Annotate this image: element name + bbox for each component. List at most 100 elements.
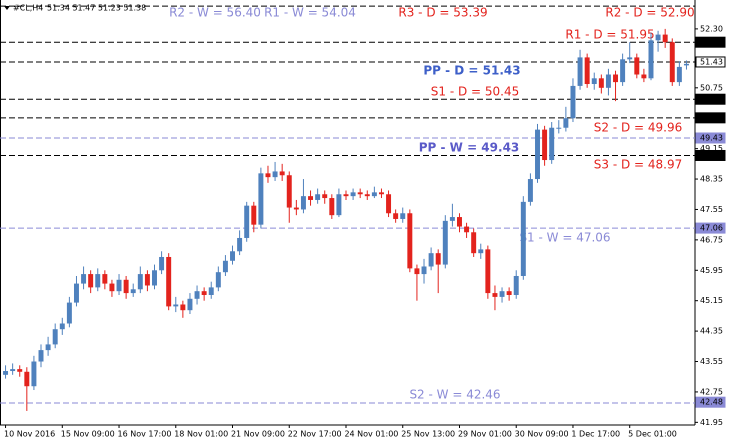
x-tick-label: 18 Nov 01:00 — [174, 430, 228, 439]
candle-body — [655, 34, 661, 41]
candle-body — [357, 192, 363, 195]
price-box-label: 49.96 — [700, 113, 723, 122]
candle-body — [648, 40, 654, 79]
candle-body — [485, 249, 491, 294]
candle-body — [407, 213, 413, 269]
x-tick-label: 24 Nov 01:00 — [344, 430, 398, 439]
candle-body — [52, 329, 58, 345]
candle-body — [272, 171, 278, 178]
candle-body — [315, 194, 321, 200]
candle-body — [201, 291, 207, 295]
symbol-icon — [4, 6, 10, 10]
x-tick-label: 29 Nov 01:00 — [458, 430, 512, 439]
candle-body — [187, 298, 193, 311]
candle-body — [535, 129, 540, 180]
candle-body — [393, 213, 399, 219]
candle-body — [584, 57, 590, 85]
symbol: #CL,H4 — [13, 4, 43, 13]
candle-body — [669, 42, 675, 83]
price-box-label: 51.95 — [700, 38, 723, 47]
candle-body — [371, 192, 377, 197]
candle-body — [265, 173, 271, 178]
candle-body — [180, 304, 186, 311]
price-box — [695, 36, 726, 48]
candle-body — [591, 78, 597, 85]
price-box — [695, 149, 726, 161]
price-box-label: 51.43 — [700, 57, 723, 66]
candle-body — [31, 361, 37, 387]
candle-body — [166, 256, 172, 307]
candle-body — [208, 287, 214, 295]
candle-body — [24, 371, 30, 387]
candle-body — [152, 270, 157, 286]
price-box — [695, 132, 726, 144]
pivot-label: PP - W = 49.43 — [419, 141, 520, 155]
candle-body — [173, 304, 179, 307]
price-box-label: 42.48 — [700, 398, 723, 407]
ohlc-values: 51.34 51.47 51.23 51.38 — [47, 4, 146, 13]
candle-body — [605, 74, 611, 88]
candle-body — [130, 289, 136, 294]
price-box-label: 50.45 — [700, 95, 723, 104]
candle-body — [17, 369, 23, 372]
price-box-label: 49.43 — [700, 133, 723, 142]
pivot-label: S1 - D = 50.45 — [431, 85, 520, 99]
x-tick-label: 5 Dec 01:00 — [628, 430, 677, 439]
candle-body — [520, 201, 526, 276]
candle-body — [435, 253, 441, 265]
candle-body — [506, 291, 512, 295]
y-tick-label: 49.15 — [700, 144, 723, 153]
candle-body — [378, 192, 384, 195]
candle-body — [400, 213, 406, 219]
candle-body — [88, 274, 94, 288]
candle-body — [73, 283, 79, 303]
candle-body — [499, 291, 505, 297]
pivot-label: R1 - D = 51.95 — [565, 28, 654, 42]
price-box — [695, 222, 726, 234]
x-tick-label: 1 Dec 17:00 — [571, 430, 620, 439]
candle-body — [364, 194, 370, 197]
candle-body — [144, 274, 150, 286]
price-box-label: 47.06 — [700, 224, 723, 233]
candle-body — [109, 283, 115, 292]
candle-body — [258, 173, 264, 225]
candle-body — [556, 127, 562, 129]
pivot-label: R2 - W = 56.40 — [169, 6, 261, 20]
candle-body — [662, 34, 668, 43]
candle-body — [308, 196, 314, 200]
y-tick-label: 45.95 — [700, 266, 723, 275]
candle-body — [194, 291, 200, 299]
candle-body — [95, 274, 101, 288]
y-tick-label: 52.30 — [700, 24, 723, 33]
candle-body — [3, 371, 9, 375]
candle-body — [421, 266, 427, 275]
x-tick-label: 10 Nov 2016 — [4, 430, 55, 439]
candle-body — [613, 74, 619, 83]
candle-body — [464, 226, 470, 233]
y-tick-label: 42.75 — [700, 387, 723, 396]
x-tick-label: 15 Nov 09:00 — [61, 430, 115, 439]
y-tick-label: 43.55 — [700, 357, 723, 366]
candle-body — [237, 237, 243, 252]
y-tick-label: 45.15 — [700, 296, 723, 305]
candle-body — [116, 279, 122, 292]
candle-body — [102, 274, 108, 284]
price-box-label: 48.97 — [700, 151, 723, 160]
candle-body — [577, 57, 583, 86]
candle-body — [492, 293, 498, 297]
candle-body — [322, 194, 328, 199]
price-box — [695, 112, 726, 124]
candle-body — [634, 57, 640, 75]
candle-body — [123, 279, 129, 294]
candle-body — [66, 302, 72, 324]
candle-body — [449, 217, 455, 221]
pivot-label: R3 - D = 53.39 — [398, 6, 487, 20]
y-tick-label: 44.35 — [700, 327, 723, 336]
y-tick-label: 47.55 — [700, 205, 723, 214]
pivot-label: S3 - D = 48.97 — [594, 158, 683, 172]
x-tick-label: 25 Nov 13:00 — [401, 430, 455, 439]
candle-body — [59, 323, 65, 330]
candle-body — [542, 129, 548, 161]
candle-body — [563, 118, 569, 128]
